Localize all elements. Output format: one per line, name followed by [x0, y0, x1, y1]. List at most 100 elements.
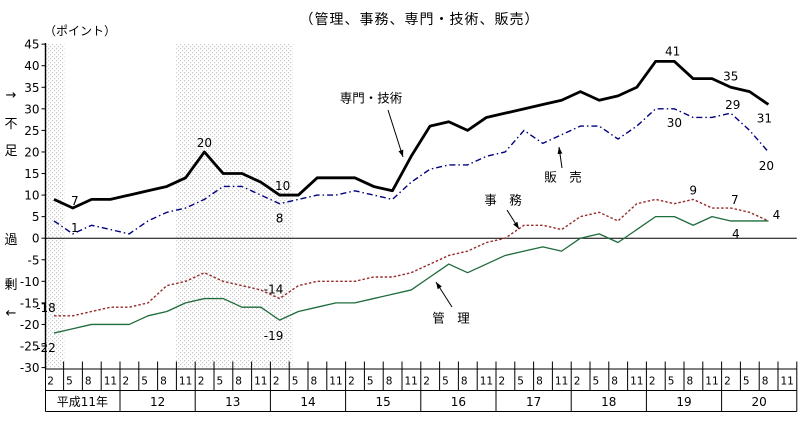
- month-label: 8: [762, 376, 769, 388]
- y-axis-tick-label: 15: [24, 167, 39, 181]
- year-label: 15: [376, 395, 391, 409]
- month-label: 5: [292, 376, 299, 388]
- y-axis-tick-label: 25: [24, 124, 39, 138]
- month-label: 8: [235, 376, 242, 388]
- series-label-arrow-management: [435, 281, 453, 308]
- series-label-professional-technical: 専門・技術: [340, 91, 403, 106]
- month-label: 2: [724, 376, 731, 388]
- series-line-professional-technical: [53, 60, 770, 210]
- year-label: 19: [676, 395, 691, 409]
- month-label: 8: [386, 376, 393, 388]
- month-label: 5: [217, 376, 224, 388]
- series-label-management: 管 理: [432, 311, 470, 326]
- month-label: 11: [329, 376, 342, 388]
- month-label: 5: [743, 376, 750, 388]
- series-line-management: [53, 215, 769, 334]
- year-label: 14: [300, 395, 315, 409]
- point-label-clerical--14: -14: [264, 283, 284, 297]
- y-axis-tick-label: 20: [24, 145, 39, 159]
- shortage-label-char-1: 不: [4, 117, 18, 132]
- y-axis-tick-label: -15: [20, 296, 40, 310]
- y-axis-tick-label: 35: [24, 81, 39, 95]
- month-label: 8: [85, 376, 92, 388]
- point-label-sales-29: 29: [725, 98, 740, 112]
- month-label: 11: [405, 376, 418, 388]
- month-label: 5: [593, 376, 600, 388]
- series-label-arrow-clerical: [506, 209, 520, 230]
- series-line-sales: [53, 108, 769, 235]
- shortage-up-arrow-icon: →: [5, 88, 17, 103]
- month-label: 11: [781, 376, 794, 388]
- series-label-arrow-sales: [557, 146, 563, 169]
- chart-title: （管理、事務、専門・技術、販売）: [299, 12, 540, 28]
- month-label: 11: [179, 376, 192, 388]
- series-label-sales: 販 売: [544, 170, 582, 185]
- month-label: 2: [423, 376, 430, 388]
- month-label: 11: [630, 376, 643, 388]
- month-label: 5: [517, 376, 524, 388]
- y-axis-tick-label: 0: [32, 232, 40, 246]
- month-label: 8: [687, 376, 694, 388]
- point-label-professional-technical-7: 7: [71, 194, 79, 208]
- point-label-management-4: 4: [732, 227, 740, 241]
- month-label: 5: [141, 376, 148, 388]
- month-label: 11: [254, 376, 267, 388]
- month-label: 8: [311, 376, 318, 388]
- y-axis-tick-label: 5: [32, 210, 40, 224]
- shortage-label-char-2: 足: [4, 144, 18, 159]
- year-label: 16: [451, 395, 466, 409]
- year-label: 18: [601, 395, 616, 409]
- month-label: 8: [160, 376, 167, 388]
- month-label: 11: [555, 376, 568, 388]
- month-label: 5: [66, 376, 73, 388]
- month-label: 8: [536, 376, 543, 388]
- y-axis-tick-label: -10: [20, 275, 40, 289]
- y-axis-tick-label: 45: [24, 38, 39, 52]
- month-label: 5: [442, 376, 449, 388]
- y-axis-tick-label: 30: [24, 102, 39, 116]
- point-label-professional-technical-10: 10: [275, 179, 290, 193]
- point-label-sales-20: 20: [759, 159, 774, 173]
- month-label: 2: [123, 376, 130, 388]
- surplus-label-char-2: 剰: [4, 278, 18, 293]
- month-label: 2: [47, 376, 54, 388]
- month-label: 2: [273, 376, 280, 388]
- y-axis-tick-label: 40: [24, 59, 39, 73]
- series-label-clerical: 事 務: [484, 193, 522, 208]
- year-label: 12: [150, 395, 165, 409]
- month-label: 11: [705, 376, 718, 388]
- month-label: 11: [104, 376, 117, 388]
- point-label-professional-technical-31: 31: [757, 112, 772, 126]
- y-axis-tick-label: -5: [28, 253, 40, 267]
- point-label-management--19: -19: [264, 329, 284, 343]
- point-label-professional-technical-35: 35: [723, 69, 738, 83]
- y-axis-tick-label: -30: [20, 361, 40, 375]
- month-label: 8: [611, 376, 618, 388]
- y-axis-tick-label: -25: [20, 340, 40, 354]
- surplus-label-char-1: 過: [4, 233, 18, 248]
- point-label-professional-technical-41: 41: [665, 44, 680, 58]
- series-label-arrow-professional-technical: [387, 109, 404, 158]
- month-label: 8: [461, 376, 468, 388]
- point-label-sales-8: 8: [276, 212, 284, 226]
- y-axis-tick-label: 10: [24, 189, 39, 203]
- month-label: 11: [480, 376, 493, 388]
- point-label-sales-30: 30: [667, 116, 682, 130]
- month-label: 2: [198, 376, 205, 388]
- point-label-professional-technical-20: 20: [197, 136, 212, 150]
- surplus-down-arrow-icon: ←: [5, 306, 17, 321]
- point-label-sales-1: 1: [71, 221, 79, 235]
- point-label-clerical-4: 4: [773, 208, 781, 222]
- y-axis-unit-label: （ポイント）: [44, 24, 117, 38]
- year-label: 平成11年: [57, 395, 108, 409]
- month-label: 2: [499, 376, 506, 388]
- year-label: 20: [752, 395, 767, 409]
- month-label: 2: [649, 376, 656, 388]
- point-label-clerical-9: 9: [689, 183, 697, 197]
- month-label: 2: [348, 376, 355, 388]
- year-label: 13: [225, 395, 240, 409]
- month-label: 5: [367, 376, 374, 388]
- recession-band: [176, 44, 293, 368]
